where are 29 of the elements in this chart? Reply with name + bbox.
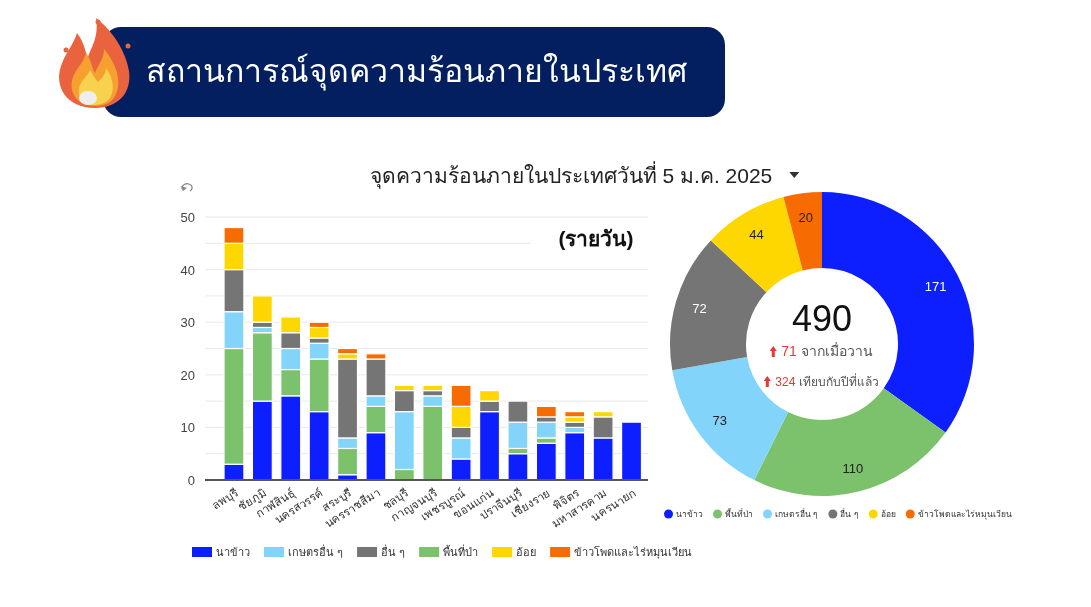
- legend-label: นาข้าว: [676, 509, 703, 519]
- data-label: 110: [842, 460, 864, 476]
- y-tick-label: 40: [180, 262, 195, 278]
- y-tick-label: 10: [180, 420, 195, 436]
- annotation: (รายวัน): [558, 227, 634, 250]
- legend-label: พื้นที่ป่า: [443, 546, 479, 558]
- legend-label: นาข้าว: [216, 546, 250, 558]
- title: สถานการณ์จุดความร้อนภายในประเทศ: [145, 53, 687, 89]
- legend-label: พื้นที่ป่า: [725, 509, 753, 519]
- data-label: 72: [692, 300, 707, 316]
- legend-label: เกษตรอื่น ๆ: [775, 509, 819, 519]
- y-tick-label: 0: [187, 473, 195, 488]
- data-label: 171: [924, 278, 947, 294]
- data-label: 73: [712, 413, 727, 429]
- legend-label: อื่น ๆ: [840, 509, 859, 519]
- annotation: 490: [791, 298, 853, 339]
- annotation: 324 เทียบกับปีที่แล้ว: [775, 375, 879, 389]
- data-label: 44: [749, 227, 764, 243]
- legend-label: ข้าวโพดและไร่หมุนเวียน: [917, 509, 1012, 519]
- legend-label: ข้าวโพดและไร่หมุนเวียน: [574, 546, 693, 558]
- y-tick-label: 30: [180, 315, 195, 331]
- data-label: 20: [798, 210, 813, 226]
- legend-label: อ้อย: [516, 546, 537, 558]
- annotation: 71 จากเมื่อวาน: [781, 343, 873, 359]
- legend-label: อ้อย: [880, 509, 896, 519]
- legend-label: เกษตรอื่น ๆ: [288, 546, 344, 558]
- legend-label: อื่น ๆ: [381, 546, 406, 558]
- y-tick-label: 20: [180, 367, 195, 383]
- y-tick-label: 50: [180, 210, 195, 225]
